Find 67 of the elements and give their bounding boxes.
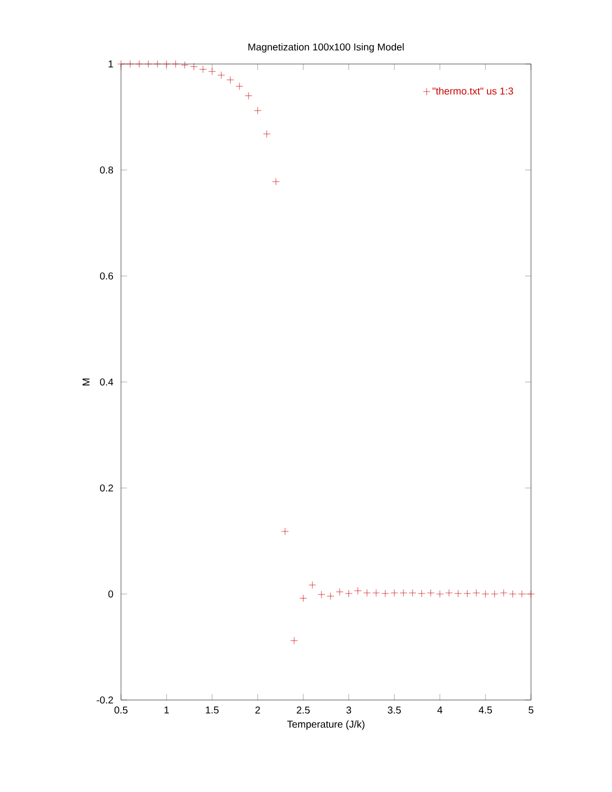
x-tick-label: 4.5 xyxy=(478,706,492,714)
point xyxy=(509,590,516,598)
point xyxy=(418,590,426,598)
point xyxy=(345,590,352,598)
point xyxy=(382,590,389,598)
y-axis-title: M xyxy=(82,378,90,386)
x-tick-label: 3.5 xyxy=(388,706,401,714)
point xyxy=(326,592,334,600)
point xyxy=(372,589,380,597)
point xyxy=(290,636,298,644)
x-tick-label: 2.5 xyxy=(296,706,310,714)
point xyxy=(363,589,371,597)
point xyxy=(126,60,134,68)
x-tick-label: 4 xyxy=(437,706,442,714)
x-tick-label: 5 xyxy=(528,706,534,714)
point xyxy=(300,594,307,602)
point xyxy=(254,106,262,114)
point xyxy=(527,590,535,598)
x-axis-title: Temperature (J/k) xyxy=(287,720,364,730)
x-tick-label: 0.5 xyxy=(114,706,128,714)
point xyxy=(354,587,362,595)
point xyxy=(172,60,180,68)
point xyxy=(318,590,326,598)
point xyxy=(472,589,480,597)
point xyxy=(336,588,344,596)
point xyxy=(390,589,398,597)
point xyxy=(218,71,225,79)
x-tick-label: 1 xyxy=(164,706,169,714)
point xyxy=(136,60,143,68)
point xyxy=(400,589,408,597)
point xyxy=(427,589,434,597)
y-tick-label: 0 xyxy=(108,590,114,598)
point xyxy=(263,130,270,138)
x-tick-label: 3 xyxy=(346,706,352,714)
point xyxy=(208,68,216,76)
point xyxy=(181,61,188,69)
point xyxy=(281,528,289,536)
y-tick-label: 1 xyxy=(108,60,114,68)
point xyxy=(445,589,453,597)
point xyxy=(518,590,526,598)
point xyxy=(308,581,316,589)
legend-label: "thermo.txt" us 1:3 xyxy=(432,87,514,95)
point xyxy=(500,589,508,597)
x-tick-label: 1.5 xyxy=(206,706,219,714)
y-tick-label: 0.2 xyxy=(100,484,113,492)
point xyxy=(464,590,471,598)
point xyxy=(190,62,198,70)
point xyxy=(408,589,416,597)
y-tick-label: -0.2 xyxy=(96,696,113,704)
point xyxy=(236,82,244,90)
point xyxy=(199,66,207,73)
point xyxy=(454,590,462,598)
y-tick-label: 0.6 xyxy=(100,272,114,280)
point xyxy=(144,60,152,68)
point xyxy=(154,60,162,68)
y-tick-label: 0.8 xyxy=(100,166,114,174)
point xyxy=(117,60,125,68)
point xyxy=(226,76,234,84)
point xyxy=(436,590,444,598)
chart-title: Magnetization 100x100 Ising Model xyxy=(248,43,404,52)
point xyxy=(490,590,498,598)
x-tick-label: 2 xyxy=(255,706,260,714)
point xyxy=(482,590,490,598)
point xyxy=(162,60,170,68)
point xyxy=(272,178,280,186)
point xyxy=(244,92,252,100)
y-tick-label: 0.4 xyxy=(100,378,114,386)
